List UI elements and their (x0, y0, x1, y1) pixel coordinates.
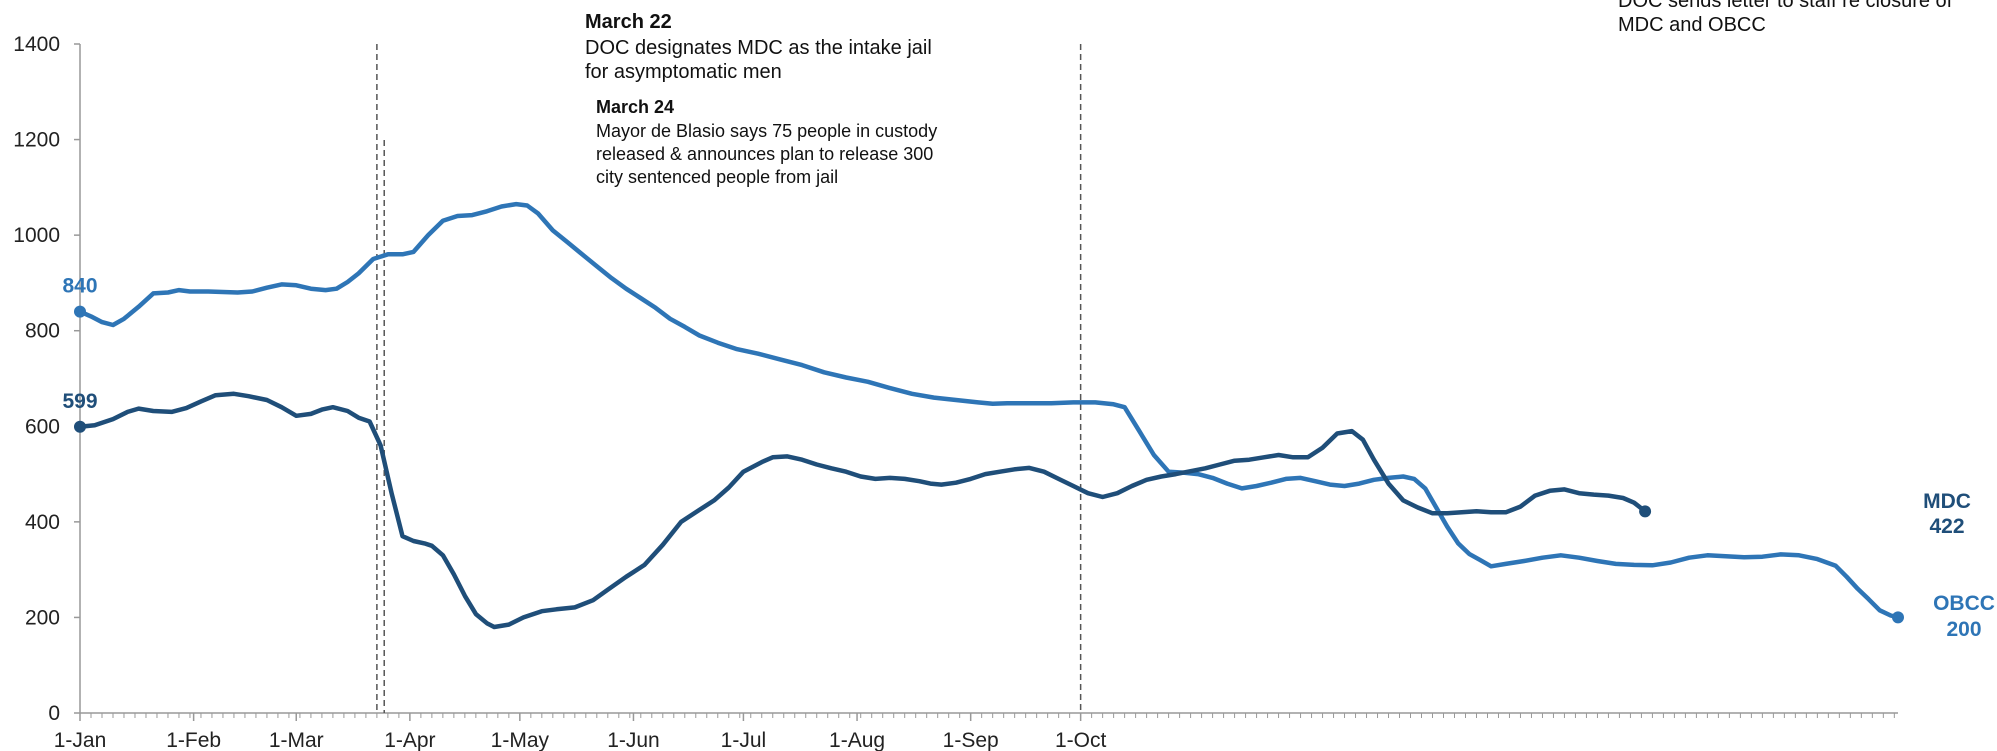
x-tick-label: 1-Oct (1055, 729, 1107, 751)
x-tick-label: 1-Jan (54, 729, 107, 751)
start-point-obcc (74, 305, 86, 318)
end-value-label: 200 (1946, 618, 1981, 641)
annotations-layer: March 22 DOC designates MDC as the intake… (585, 0, 1953, 187)
axes: 0 200 400 600 800 1000 1200 1400 1-Jan 1-Feb 1-Mar… (13, 33, 1898, 751)
end-point-obcc (1892, 611, 1904, 624)
series-line-obcc (77, 201, 1901, 620)
series-layer (74, 201, 1904, 630)
y-tick-label: 200 (25, 606, 60, 629)
y-tick-label: 1200 (13, 129, 60, 152)
end-series-name-label: MDC (1923, 490, 1971, 513)
annotation-text-line: DOC sends letter to staff re closure of (1618, 0, 1953, 12)
x-tick-label: 1-Apr (384, 729, 435, 751)
y-tick-label: 1400 (13, 33, 60, 56)
start-value-label: 599 (62, 390, 97, 413)
start-point-mdc (74, 420, 86, 433)
x-tick-label: 1-Feb (166, 729, 221, 751)
annotation-text-line: for asymptomatic men (585, 61, 782, 83)
x-tick-label: 1-Jun (607, 729, 660, 751)
annotation-title: March 22 (585, 11, 672, 33)
x-tick-label: 1-Jul (721, 729, 767, 751)
x-tick-label: 1-Aug (829, 729, 885, 751)
annotation-text-line: city sentenced people from jail (596, 167, 838, 187)
y-tick-label: 1000 (13, 224, 60, 247)
event-marker-lines (376, 44, 1082, 713)
end-point-mdc (1639, 505, 1652, 518)
end-value-label: 422 (1929, 515, 1964, 538)
x-tick-label: 1-Mar (269, 729, 324, 751)
x-tick-label: 1-Sep (943, 729, 999, 751)
y-tick-label: 400 (25, 511, 60, 534)
series-line-mdc (77, 391, 1648, 630)
end-series-name-label: OBCC (1933, 592, 1995, 615)
annotation-text-line: MDC and OBCC (1618, 14, 1766, 36)
annotation-text-line: released & announces plan to release 300 (596, 144, 933, 164)
annotation-text-line: Mayor de Blasio says 75 people in custod… (596, 121, 937, 141)
x-tick-label: 1-May (491, 729, 550, 751)
start-value-label: 840 (62, 275, 97, 298)
annotation-title: March 24 (596, 97, 674, 117)
annotation-text-line: DOC designates MDC as the intake jail (585, 37, 932, 59)
y-tick-label: 600 (25, 415, 60, 438)
y-tick-label: 800 (25, 320, 60, 343)
y-tick-label: 0 (48, 702, 60, 725)
